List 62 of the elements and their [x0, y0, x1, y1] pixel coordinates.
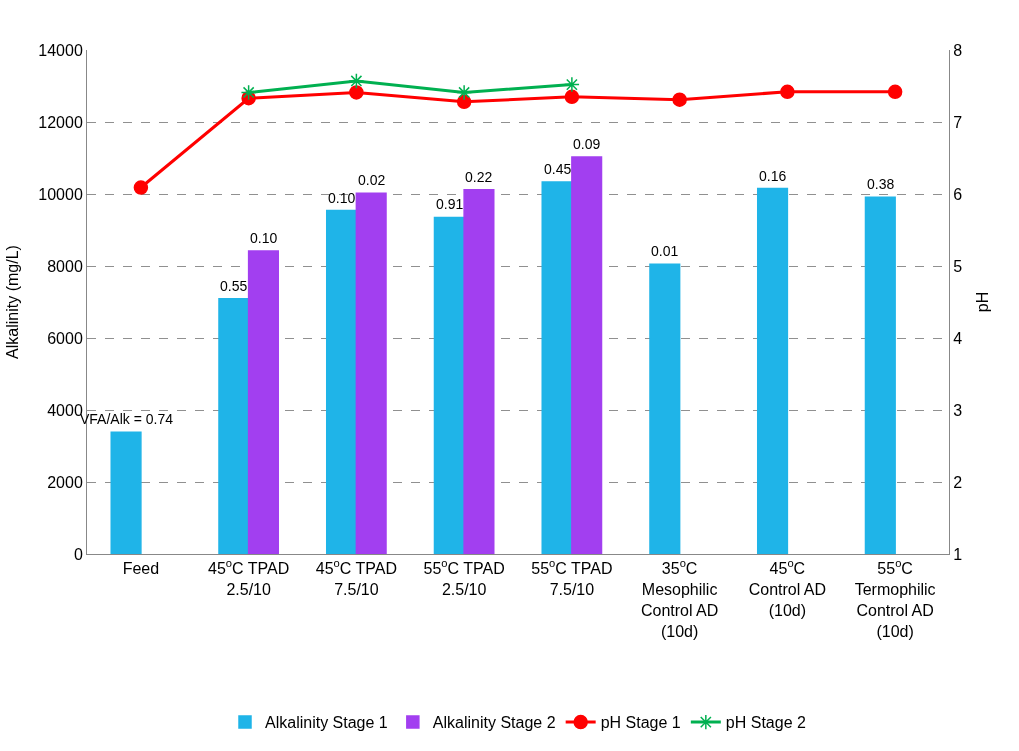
y-tick-label: 8000 [47, 257, 83, 275]
y2-tick-label: 5 [953, 257, 963, 275]
x-tick-label: Feed [122, 560, 160, 578]
y-tick-label: 6000 [47, 329, 83, 347]
point [133, 180, 149, 195]
legend-label: Alkalinity Stage 2 [432, 714, 556, 732]
x-tick-label: 45$^{o}$C TPAD 7.5/10 [315, 557, 397, 598]
bar [325, 209, 358, 554]
bar [541, 181, 573, 554]
bar [218, 298, 250, 554]
annotation: 0.02 [358, 172, 386, 188]
point [563, 76, 580, 93]
y2-axis-title: pH [973, 291, 991, 313]
x-tick-label: 55$^{o}$C TPAD 2.5/10 [423, 557, 505, 598]
y2-tick-label: 3 [953, 401, 963, 419]
y2-tick-label: 2 [953, 473, 963, 491]
y2-tick-label: 8 [953, 41, 963, 59]
bar [247, 250, 280, 554]
point [240, 84, 257, 101]
bar [864, 196, 896, 554]
point [349, 85, 364, 100]
y2-tick-label: 6 [953, 185, 963, 203]
y-tick-label: 2000 [47, 473, 83, 491]
point [348, 73, 365, 89]
annotation: 0.91 [436, 196, 464, 212]
annotation: 0.45 [544, 161, 572, 177]
bar [433, 216, 465, 554]
point [780, 84, 795, 99]
point [887, 84, 903, 99]
bar [571, 156, 603, 554]
y-tick-label: 10000 [38, 185, 83, 203]
annotation: 0.55 [220, 278, 248, 294]
y2-tick-label: 4 [953, 329, 963, 347]
x-tick-label: 35$^{o}$C Mesophilic Control AD (10d) [640, 557, 719, 640]
x-tick-label: 45$^{o}$C TPAD 2.5/10 [208, 557, 290, 598]
bar [110, 431, 142, 554]
annotation: 0.10 [250, 230, 278, 246]
y2-tick-label: 1 [953, 545, 963, 563]
annotation: 0.16 [759, 168, 787, 184]
annotation: 0.01 [651, 243, 679, 259]
y-tick-label: 14000 [38, 41, 83, 59]
y2-tick-label: 7 [953, 113, 963, 131]
x-tick-label: 45$^{o}$C Control AD (10d) [748, 557, 827, 619]
bar [756, 187, 789, 554]
x-tick-label: 55$^{o}$C TPAD 7.5/10 [531, 557, 613, 598]
annotation: 0.10 [328, 190, 356, 206]
legend-label: Alkalinity Stage 1 [265, 714, 388, 732]
point [672, 92, 687, 107]
y-tick-label: 0 [73, 545, 83, 563]
annotation: 0.09 [573, 136, 601, 152]
annotation: 0.38 [867, 176, 895, 192]
y-axis-title: Alkalinity (mg/L) [4, 245, 22, 359]
bar [355, 192, 387, 554]
y-tick-label: 12000 [38, 113, 83, 131]
point [456, 84, 473, 101]
legend-label: pH Stage 2 [725, 714, 806, 732]
x-tick-label: 55$^{o}$C Termophilic Control AD (10d) [854, 557, 936, 640]
legend-label: pH Stage 1 [600, 714, 681, 732]
annotation: 0.22 [465, 169, 493, 185]
bar [649, 263, 681, 554]
bar [463, 188, 495, 554]
point [564, 89, 580, 105]
